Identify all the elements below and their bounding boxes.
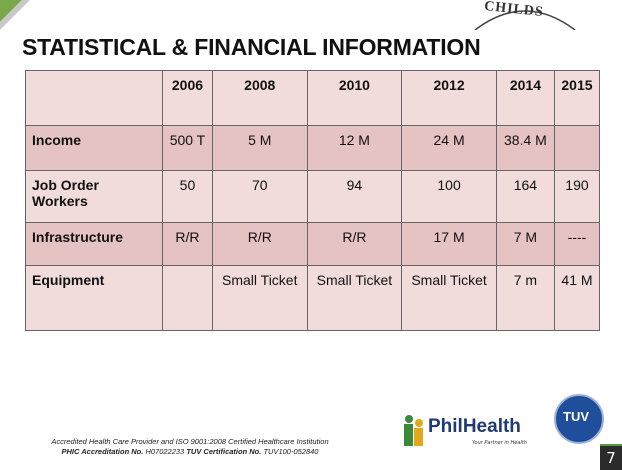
philhealth-name: PhilHealth (428, 416, 521, 437)
table-cell (162, 265, 213, 331)
table-cell: 12 M (306, 125, 403, 171)
philhealth-icon (404, 415, 423, 446)
tuv-text: TUV (563, 409, 589, 424)
corner-decoration (0, 0, 30, 30)
footer-value: TUV100-052840 (263, 447, 319, 456)
table-cell: 2015 (553, 70, 601, 126)
logo-arc (474, 10, 576, 30)
table-cell: 24 M (401, 125, 497, 171)
table-cell: R/R (211, 222, 308, 266)
table-cell: 5 M (211, 125, 308, 171)
table-cell: 17 M (401, 222, 497, 266)
row-label (25, 70, 163, 126)
table-cell: 7 m (495, 265, 555, 331)
footer-label: TUV Certification No. (186, 447, 262, 456)
table-cell: Small Ticket (211, 265, 308, 331)
table-row: Equipment Small Ticket Small Ticket Small T… (25, 265, 601, 331)
table-cell: Small Ticket (306, 265, 403, 331)
philhealth-tagline: Your Partner in Health (472, 440, 527, 446)
footer-line1: Accredited Health Care Provider and ISO … (51, 437, 329, 446)
table-cell: 500 T (162, 125, 213, 171)
table-cell (553, 125, 601, 171)
table-cell: ---- (553, 222, 601, 266)
footer: Accredited Health Care Provider and ISO … (10, 437, 370, 457)
table-cell: 164 (495, 170, 555, 223)
table-cell: 94 (306, 170, 403, 223)
corner-logo: CHILDS (470, 0, 580, 26)
table-cell: 190 (553, 170, 601, 223)
corner-logo-text: CHILDS (483, 0, 545, 21)
table-cell: 70 (211, 170, 308, 223)
footer-line2: PHIC Accreditation No. H07022233 TUV Cer… (10, 447, 370, 457)
table-cell: R/R (162, 222, 213, 266)
row-label: Income (25, 125, 163, 171)
table-cell: R/R (306, 222, 403, 266)
row-label: Infrastructure (25, 222, 163, 266)
philhealth-logo: PhilHealth Your Partner in Health (398, 410, 548, 450)
table-cell: 38.4 M (495, 125, 555, 171)
table-cell: Small Ticket (401, 265, 497, 331)
bottom-line (600, 444, 622, 446)
table-cell: 7 M (495, 222, 555, 266)
table-row: 2006 2008 2010 2012 2014 2015 (25, 70, 601, 126)
table-row: Job Order Workers 50 70 94 100 164 190 (25, 170, 601, 223)
table-cell: 2014 (495, 70, 555, 126)
table-cell: 100 (401, 170, 497, 223)
footer-value: H07022233 (145, 447, 185, 456)
page-number: 7 (600, 446, 622, 470)
footer-label: PHIC Accreditation No. (61, 447, 144, 456)
tuv-logo: TUV (554, 394, 604, 444)
slide-title: STATISTICAL & FINANCIAL INFORMATION (22, 34, 481, 60)
table-cell: 2006 (162, 70, 213, 126)
table-cell: 41 M (553, 265, 601, 331)
table-cell: 2008 (211, 70, 308, 126)
table-cell: 50 (162, 170, 213, 223)
table-cell: 2012 (401, 70, 497, 126)
table-cell: 2010 (306, 70, 403, 126)
row-label: Job Order Workers (25, 170, 163, 223)
row-label: Equipment (25, 265, 163, 331)
